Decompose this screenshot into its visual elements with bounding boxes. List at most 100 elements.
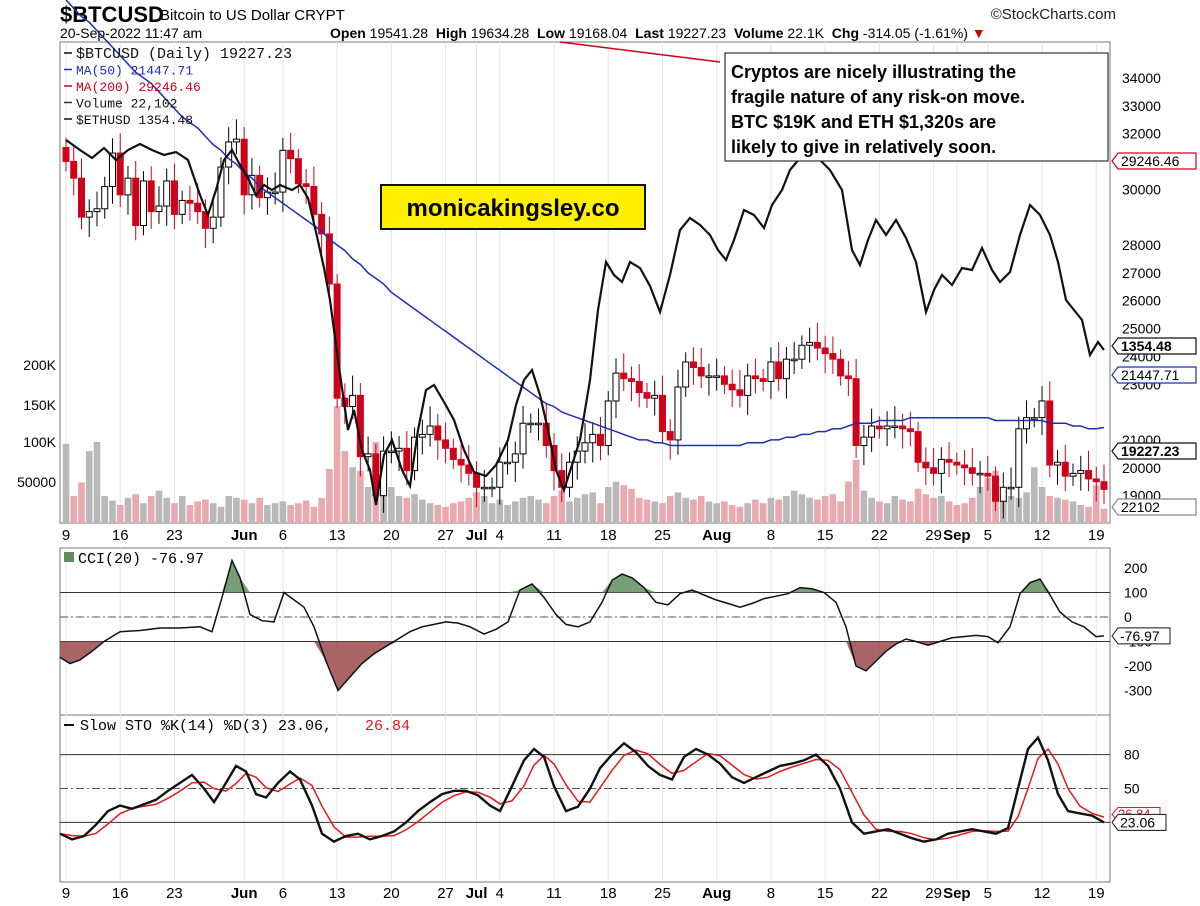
x-tick-label: 25	[654, 527, 671, 544]
volume-bar	[790, 490, 798, 523]
volume-bar	[403, 497, 411, 523]
price-tick-label: 20000	[1122, 460, 1161, 476]
volume-tick-label: 100K	[23, 434, 56, 450]
volume-bar	[1046, 496, 1054, 523]
x-tick-label: 29	[925, 885, 942, 902]
candle-body	[736, 389, 744, 396]
price-tick-label: 33000	[1122, 98, 1161, 114]
candle-body	[968, 467, 976, 474]
candle-body	[728, 383, 736, 391]
candle-body	[93, 208, 101, 213]
x-tick-label: 15	[817, 527, 834, 544]
volume-bar	[759, 503, 767, 523]
annotation-line: Cryptos are nicely illustrating the	[731, 62, 1016, 82]
candle-body	[798, 344, 806, 360]
volume-bar	[1100, 508, 1108, 523]
x-tick-label: 8	[767, 527, 775, 544]
volume-bar	[318, 497, 325, 523]
volume-bar	[78, 482, 85, 523]
volume-bar	[612, 481, 620, 523]
x-tick-label: 11	[546, 885, 562, 902]
candle-body	[620, 372, 628, 380]
volume-bar	[511, 501, 519, 523]
candle-body	[713, 375, 721, 378]
candle-body	[442, 439, 450, 449]
candle-body	[85, 211, 93, 218]
candle-body	[1030, 417, 1038, 420]
candle-body	[372, 453, 380, 497]
volume-bar	[876, 501, 883, 523]
legend-ma200: MA(200) 29246.46	[76, 80, 201, 95]
volume-bar	[705, 501, 713, 523]
volume-bar	[279, 501, 287, 523]
volume-bar	[883, 503, 891, 523]
candle-body	[992, 475, 1000, 502]
volume-bar	[1038, 487, 1046, 523]
x-tick-label: 9	[62, 885, 70, 902]
candle-body	[837, 358, 845, 377]
candle-body	[767, 361, 775, 382]
volume-bar	[480, 496, 488, 523]
x-tick-label: 27	[437, 527, 454, 544]
candle-body	[1077, 470, 1085, 474]
candle-body	[480, 486, 488, 490]
x-tick-label: 23	[166, 885, 183, 902]
volume-bar	[1030, 467, 1038, 523]
eth-line	[65, 139, 1105, 506]
volume-value: 22.1K	[787, 25, 825, 41]
volume-bar	[922, 494, 930, 523]
candle-body	[77, 177, 85, 218]
badge-ma200-frame	[1111, 152, 1197, 170]
brand-logo[interactable]: ©StockCharts.com	[990, 6, 1116, 23]
candle-body	[790, 358, 798, 362]
x-tick-label: 27	[437, 885, 454, 902]
candle-body	[403, 447, 411, 472]
x-tick-label: 20	[383, 885, 400, 902]
badge-cci: -76.97	[1120, 628, 1160, 644]
volume-bar	[488, 503, 496, 523]
candle-body	[147, 180, 155, 213]
x-tick-label: Sep	[943, 885, 971, 902]
volume-bar	[1054, 497, 1061, 523]
volume-bar	[457, 501, 465, 523]
cci-line	[59, 558, 1105, 692]
volume-bar	[271, 503, 279, 523]
candle-body	[70, 160, 78, 179]
x-tick-label: Jul	[466, 885, 488, 902]
volume-bar	[775, 499, 782, 523]
volume-bar	[783, 496, 790, 523]
x-tick-label: 16	[112, 527, 129, 544]
candle-body	[287, 149, 295, 160]
volume-bar	[109, 500, 116, 523]
volume-bar	[721, 501, 728, 523]
volume-bar	[357, 470, 364, 523]
candle-body	[302, 183, 310, 188]
candle-body	[418, 433, 426, 438]
volume-bar	[116, 505, 124, 523]
volume-bar	[697, 496, 705, 523]
volume-bar	[643, 499, 651, 523]
volume-bar	[891, 496, 899, 523]
volume-bar	[961, 503, 968, 523]
cci-tick-label: 0	[1124, 609, 1132, 625]
x-tick-label: 15	[817, 885, 834, 902]
candle-body	[868, 425, 876, 438]
candle-body	[279, 149, 287, 193]
x-tick-label: 16	[112, 885, 129, 902]
volume-bar	[542, 503, 550, 523]
x-tick-label: Aug	[702, 885, 731, 902]
candle-body	[364, 453, 372, 458]
candle-body	[844, 375, 852, 380]
candle-body	[589, 433, 597, 444]
candle-body	[906, 428, 914, 433]
volume-bar	[333, 406, 341, 523]
candle-body	[535, 422, 543, 426]
volume-bar	[1077, 505, 1085, 523]
candle-body	[674, 386, 682, 441]
volume-bar	[798, 494, 806, 523]
candle-body	[132, 177, 140, 227]
symbol-description: Bitcoin to US Dollar CRYPT	[160, 7, 345, 24]
candle-body	[155, 205, 163, 213]
legend-ethusd: $ETHUSD 1354.48	[76, 113, 193, 128]
volume-bar	[690, 499, 697, 523]
